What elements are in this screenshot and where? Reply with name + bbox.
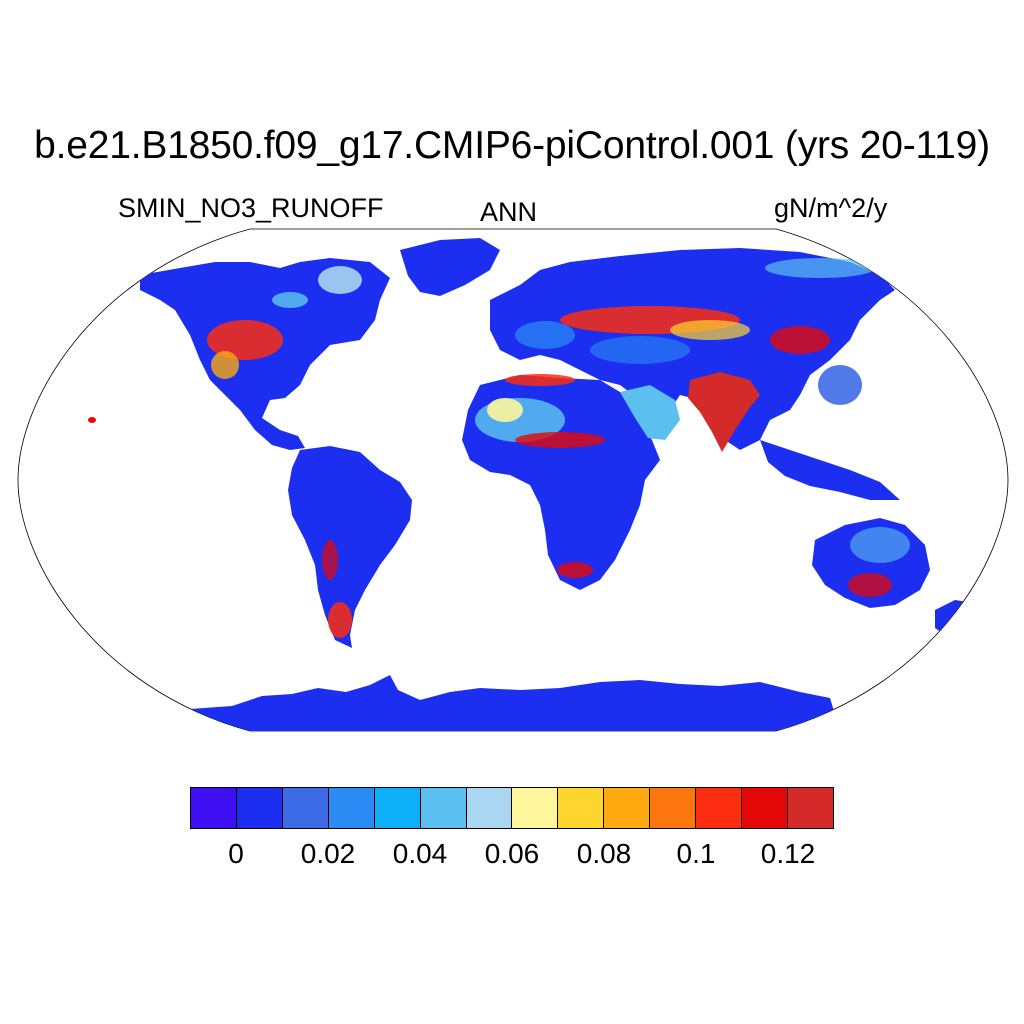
plot-title: b.e21.B1850.f09_g17.CMIP6-piControl.001 … bbox=[34, 124, 990, 167]
colorbar-swatch bbox=[650, 788, 697, 828]
colorbar-tick-label: 0 bbox=[228, 838, 244, 869]
colorbar-swatch bbox=[558, 788, 605, 828]
colorbar-swatch bbox=[328, 788, 375, 828]
high-value-patches bbox=[88, 258, 910, 638]
colorbar-tick-label: 0.06 bbox=[484, 838, 540, 869]
units-label: gN/m^2/y bbox=[774, 193, 888, 223]
colorbar-swatch bbox=[282, 788, 329, 828]
colorbar-swatch bbox=[787, 788, 833, 828]
south-america bbox=[288, 446, 412, 648]
colorbar-tick-label: 0.02 bbox=[300, 838, 356, 869]
eurasia bbox=[490, 248, 895, 450]
southeast-asia bbox=[760, 440, 900, 500]
colorbar-swatch bbox=[374, 788, 421, 828]
colorbar-tick-label: 0.04 bbox=[392, 838, 448, 869]
antarctica bbox=[190, 675, 840, 731]
colorbar-swatch bbox=[742, 788, 788, 828]
colorbar-swatch bbox=[512, 788, 559, 828]
season-label: ANN bbox=[480, 197, 538, 227]
colorbar-swatch bbox=[604, 788, 651, 828]
greenland bbox=[400, 238, 500, 296]
variable-label: SMIN_NO3_RUNOFF bbox=[118, 193, 384, 223]
colorbar-swatch bbox=[191, 788, 237, 828]
colorbar-swatch bbox=[466, 788, 513, 828]
india bbox=[688, 372, 760, 452]
colorbar-tick-label: 0.1 bbox=[676, 838, 716, 869]
colorbar-tick-label: 0.12 bbox=[760, 838, 816, 869]
colorbar-swatch bbox=[420, 788, 467, 828]
colorbar bbox=[190, 787, 834, 829]
colorbar-swatch bbox=[696, 788, 743, 828]
colorbar-tick-label: 0.08 bbox=[576, 838, 632, 869]
colorbar-swatch bbox=[236, 788, 283, 828]
arabia bbox=[620, 385, 680, 440]
